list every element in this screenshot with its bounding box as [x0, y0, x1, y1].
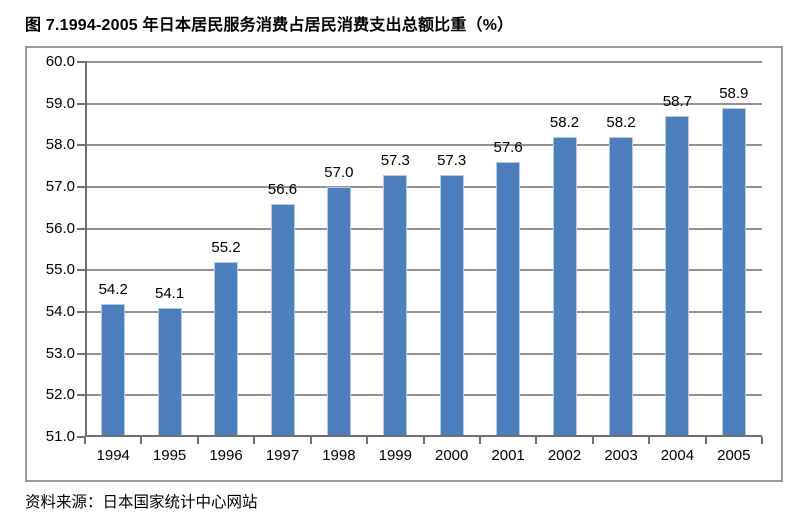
y-tick-53.0 — [77, 352, 85, 355]
y-tick-51.0 — [77, 436, 85, 438]
y-tick-56.0 — [77, 227, 85, 230]
bar-2005 — [721, 107, 746, 437]
x-tick-6 — [422, 437, 425, 444]
value-label-2002: 58.2 — [549, 114, 580, 131]
value-label-1996: 55.2 — [211, 239, 241, 256]
x-tick-11 — [704, 437, 707, 444]
y-tick-60.0 — [77, 61, 85, 63]
x-axis-label-2001: 2001 — [491, 447, 525, 464]
value-label-2005: 58.9 — [719, 84, 749, 102]
y-tick-58.0 — [77, 144, 85, 147]
y-axis-label-52.0: 52.0 — [45, 386, 75, 404]
y-tick-57.0 — [77, 186, 85, 188]
chart-frame: 60.0 59.0 58.0 57.0 56.0 55.0 54.0 53.0 52.0 51.0… — [25, 46, 783, 482]
value-label-2001: 57.6 — [493, 139, 523, 156]
x-axis-label-2004: 2004 — [660, 447, 695, 464]
x-tick-5 — [366, 437, 369, 444]
gridline-52.0 — [85, 394, 762, 397]
x-axis-label-2000: 2000 — [435, 447, 469, 464]
bar-2002 — [552, 137, 577, 437]
bar-1995 — [157, 307, 182, 437]
bar-2000 — [439, 174, 464, 437]
x-tick-2 — [196, 437, 199, 444]
y-axis-label-58.0: 58.0 — [45, 136, 75, 154]
x-axis-label-1996: 1996 — [209, 447, 243, 464]
x-axis-label-2005: 2005 — [717, 447, 751, 464]
value-label-1994: 54.2 — [98, 280, 128, 298]
x-tick-7 — [478, 437, 481, 444]
y-axis-label-53.0: 53.0 — [45, 344, 75, 362]
value-label-1999: 57.3 — [380, 151, 410, 169]
gridline-59.0 — [85, 102, 762, 105]
bar-2003 — [609, 137, 633, 437]
x-tick-4 — [309, 437, 312, 444]
y-axis-label-54.0: 54.0 — [45, 303, 75, 320]
bar-1998 — [326, 187, 351, 437]
bar-1996 — [214, 262, 238, 437]
value-label-1995: 54.1 — [154, 284, 185, 302]
x-axis-label-2002: 2002 — [547, 447, 582, 464]
x-tick-12 — [761, 437, 763, 444]
value-label-2000: 57.3 — [437, 151, 467, 169]
gridline-57.0 — [85, 186, 762, 188]
gridline-53.0 — [85, 352, 762, 355]
plot-area: 60.0 59.0 58.0 57.0 56.0 55.0 54.0 53.0 52.0 51.0… — [46, 53, 763, 464]
y-axis-label-59.0: 59.0 — [45, 94, 75, 112]
x-axis-line — [85, 435, 762, 437]
y-axis-label-60.0: 60.0 — [45, 53, 75, 70]
y-tick-52.0 — [77, 394, 85, 397]
x-axis-label-1997: 1997 — [265, 447, 300, 464]
y-axis-label-57.0: 57.0 — [45, 178, 75, 195]
value-label-2004: 58.7 — [662, 93, 692, 111]
y-axis-line — [85, 61, 87, 437]
bar-1994 — [101, 303, 126, 437]
bar-2001 — [496, 162, 521, 437]
x-tick-3 — [253, 437, 256, 444]
x-axis-label-2003: 2003 — [604, 447, 638, 464]
x-tick-1 — [140, 437, 143, 444]
y-tick-54.0 — [77, 311, 85, 313]
bar-1997 — [270, 203, 295, 437]
gridline-60.0 — [85, 61, 762, 63]
x-axis-label-1995: 1995 — [152, 447, 187, 464]
bar-1999 — [383, 174, 408, 437]
bar-2004 — [665, 116, 690, 437]
gridline-56.0 — [85, 227, 762, 230]
x-axis-label-1994: 1994 — [96, 447, 130, 464]
x-tick-9 — [591, 437, 594, 444]
y-axis-label-56.0: 56.0 — [45, 219, 75, 237]
x-axis-label-1999: 1999 — [378, 447, 412, 464]
gridline-54.0 — [85, 311, 762, 313]
x-tick-0 — [84, 437, 86, 444]
source-note: 资料来源：日本国家统计中心网站 — [25, 494, 258, 511]
y-tick-55.0 — [77, 269, 85, 272]
y-axis-label-55.0: 55.0 — [45, 261, 75, 279]
x-tick-8 — [535, 437, 538, 444]
x-tick-10 — [648, 437, 651, 444]
value-label-2003: 58.2 — [606, 114, 636, 131]
gridline-58.0 — [85, 144, 762, 147]
value-label-1997: 56.6 — [267, 180, 298, 198]
y-axis-label-51.0: 51.0 — [45, 428, 75, 445]
gridline-55.0 — [85, 269, 762, 272]
y-tick-59.0 — [77, 102, 85, 105]
value-label-1998: 57.0 — [324, 164, 354, 181]
chart-title: 图 7.1994-2005 年日本居民服务消费占居民消费支出总额比重（%） — [25, 17, 514, 34]
x-axis-label-1998: 1998 — [322, 447, 356, 464]
